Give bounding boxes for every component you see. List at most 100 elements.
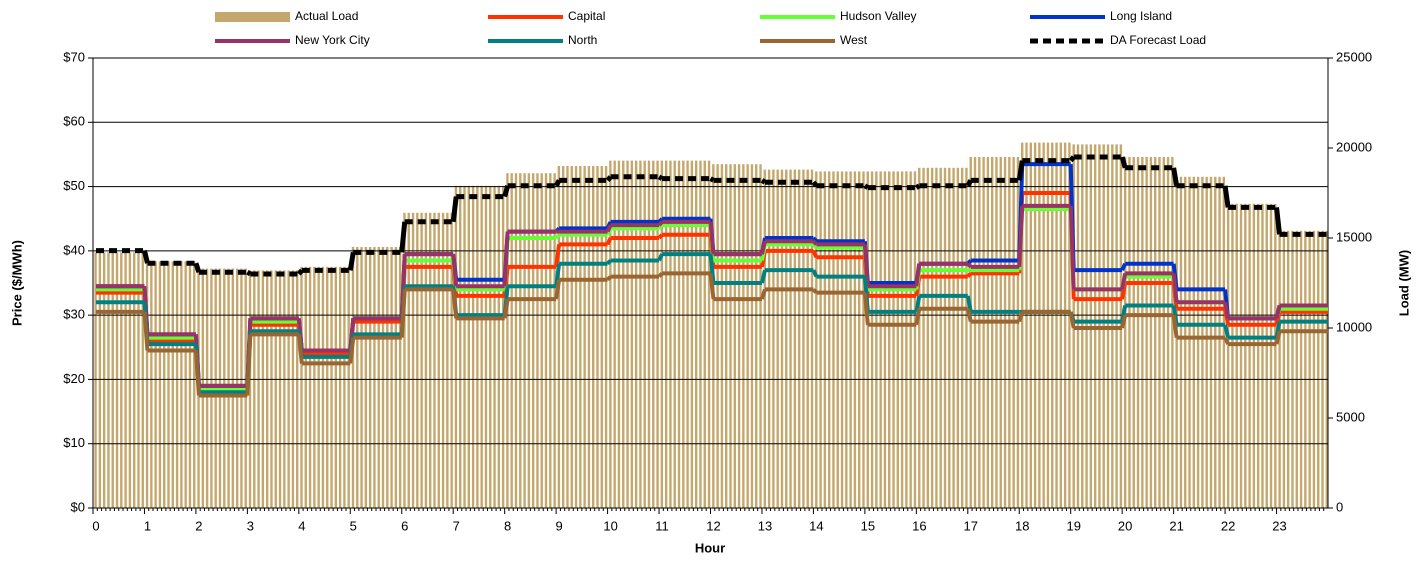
x-tick-label: 3 <box>247 518 254 533</box>
load-bar <box>710 164 762 508</box>
x-tick-label: 6 <box>401 518 408 533</box>
x-tick-label: 4 <box>298 518 305 533</box>
step-riser <box>553 179 562 188</box>
step-riser <box>296 268 304 276</box>
step-riser <box>399 289 407 338</box>
step-riser <box>193 262 202 273</box>
load-bar <box>504 173 557 508</box>
step-riser <box>142 250 150 264</box>
step-riser <box>708 221 716 255</box>
step-riser <box>1120 314 1128 329</box>
step-riser <box>450 196 459 223</box>
step-riser <box>1171 167 1180 187</box>
step-riser <box>554 279 562 300</box>
step-riser <box>1120 272 1128 290</box>
step-riser <box>1017 311 1025 323</box>
load-bar <box>1276 230 1328 509</box>
load-bar <box>556 166 608 508</box>
legend-label: DA Forecast Load <box>1110 33 1206 47</box>
x-tick-label: 7 <box>453 518 460 533</box>
step-riser <box>347 251 356 271</box>
load-bar <box>1019 142 1071 508</box>
load-bar <box>401 212 454 509</box>
step-riser <box>1274 207 1283 235</box>
step-riser <box>760 178 767 185</box>
step-riser <box>1016 160 1025 181</box>
step-riser <box>915 183 921 190</box>
step-riser <box>966 262 973 269</box>
legend-swatch <box>215 12 290 22</box>
load-bar <box>1225 203 1277 509</box>
step-riser <box>811 243 818 250</box>
step-riser <box>1222 185 1231 208</box>
step-riser <box>760 288 767 300</box>
load-bar <box>453 185 505 509</box>
load-bar <box>1122 157 1174 508</box>
step-riser <box>1068 205 1076 290</box>
load-bar <box>864 171 917 508</box>
step-riser <box>1274 305 1282 319</box>
y-tick-label: $0 <box>71 499 85 514</box>
load-bar <box>967 157 1020 508</box>
step-riser <box>554 244 562 268</box>
x-tick-label: 23 <box>1272 518 1286 533</box>
step-riser <box>862 244 870 287</box>
x-tick-label: 12 <box>706 518 720 533</box>
step-riser <box>193 350 201 396</box>
y2-tick-label: 15000 <box>1336 229 1372 244</box>
step-riser <box>657 233 664 240</box>
step-riser <box>1068 311 1076 329</box>
step-riser <box>862 292 870 325</box>
step-riser <box>657 253 664 262</box>
x-tick-label: 19 <box>1066 518 1080 533</box>
x-tick-label: 14 <box>809 518 823 533</box>
step-riser <box>606 259 613 266</box>
y-tick-label: $20 <box>63 371 85 386</box>
x-tick-label: 10 <box>603 518 617 533</box>
step-riser <box>811 236 818 243</box>
legend-label: New York City <box>295 33 370 47</box>
step-riser <box>246 270 252 277</box>
step-riser <box>657 174 664 181</box>
step-riser <box>1171 314 1179 338</box>
step-riser <box>1223 336 1230 345</box>
step-riser <box>502 185 511 198</box>
step-riser <box>657 223 664 230</box>
step-riser <box>605 224 613 233</box>
load-bar <box>761 169 814 508</box>
x-tick-label: 15 <box>861 518 875 533</box>
step-riser <box>1017 205 1025 268</box>
x-tick-label: 5 <box>350 518 357 533</box>
y2-tick-label: 0 <box>1336 499 1343 514</box>
step-riser <box>966 259 973 266</box>
step-riser <box>451 289 459 319</box>
legend-label: Hudson Valley <box>840 9 917 23</box>
step-riser <box>554 263 562 287</box>
load-bar <box>298 266 351 508</box>
x-tick-label: 11 <box>655 518 669 533</box>
y-axis-label: Price ($/MWh) <box>9 240 24 326</box>
x-axis-label: Hour <box>695 540 725 555</box>
y2-tick-label: 5000 <box>1336 409 1365 424</box>
step-riser <box>966 271 973 278</box>
step-riser <box>811 269 819 278</box>
step-riser <box>296 334 304 364</box>
step-riser <box>914 295 922 313</box>
step-riser <box>605 175 613 183</box>
step-riser <box>811 239 818 246</box>
step-riser <box>760 269 767 284</box>
x-tick-label: 18 <box>1015 518 1029 533</box>
x-tick-label: 13 <box>758 518 772 533</box>
x-tick-label: 16 <box>912 518 926 533</box>
step-riser <box>451 253 459 287</box>
step-riser <box>965 295 973 313</box>
legend-label: Actual Load <box>295 9 358 23</box>
step-riser <box>1274 330 1282 345</box>
y-tick-label: $40 <box>63 242 85 257</box>
x-tick-label: 1 <box>144 518 151 533</box>
step-riser <box>348 337 356 364</box>
step-riser <box>709 176 715 183</box>
step-riser <box>605 237 613 246</box>
load-bar <box>350 247 402 508</box>
